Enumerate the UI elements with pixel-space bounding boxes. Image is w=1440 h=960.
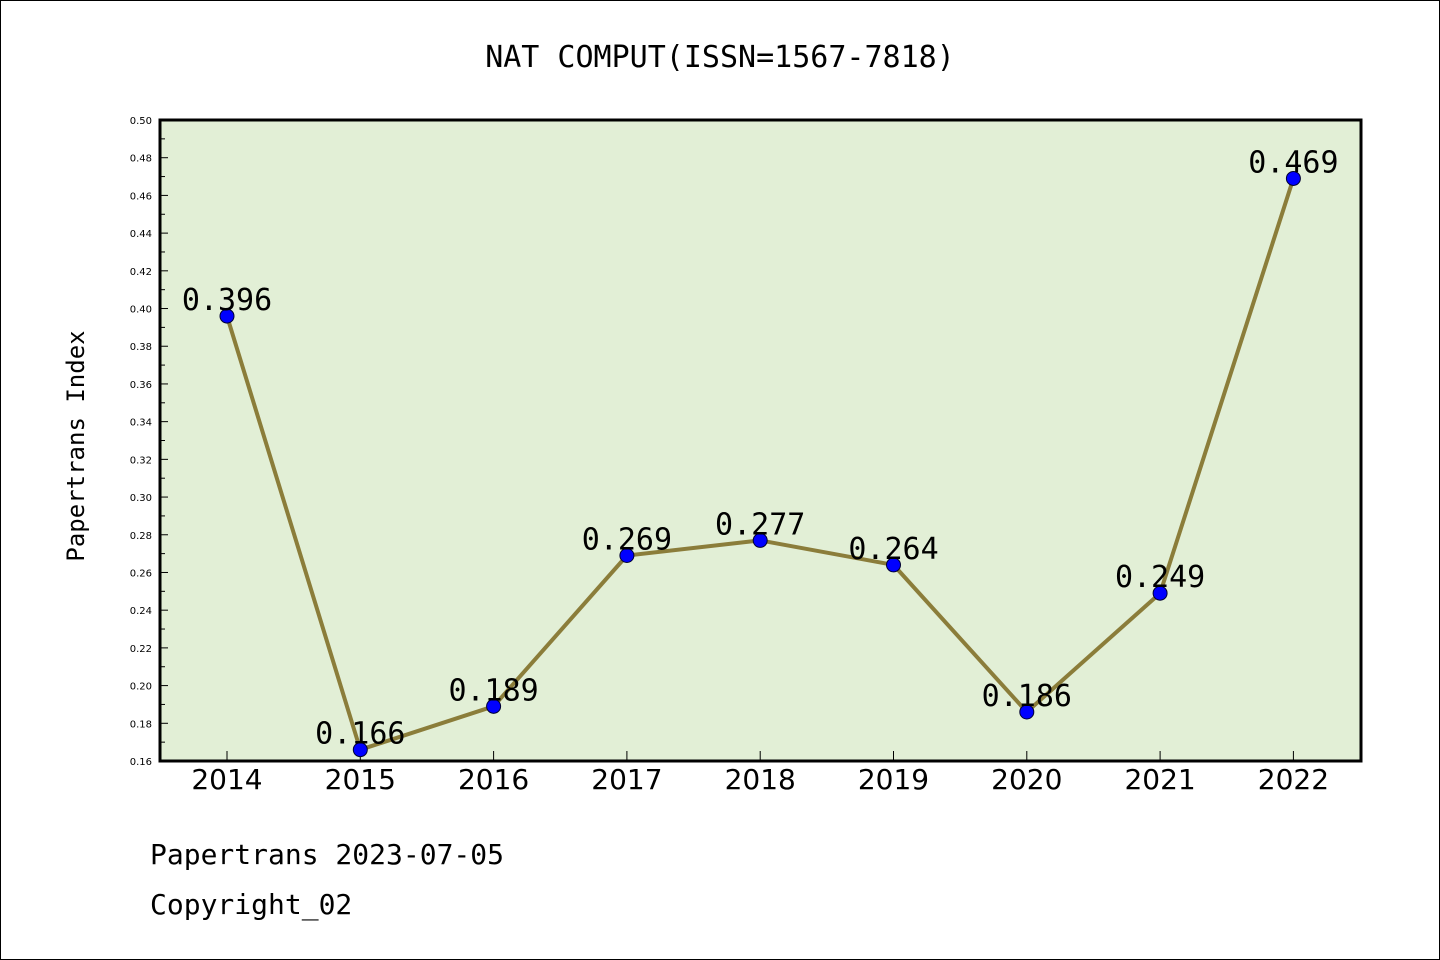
data-point: [1152, 585, 1168, 601]
y-tick-label: 0.24: [130, 606, 152, 617]
y-tick-label: 0.40: [130, 305, 152, 316]
x-tick-label: 2017: [591, 763, 662, 796]
y-tick-label: 0.44: [130, 229, 152, 240]
y-tick-label: 0.28: [130, 531, 152, 542]
footer-copyright: Copyright_02: [150, 888, 352, 922]
y-tick-label: 0.46: [130, 191, 152, 202]
chart-title: NAT COMPUT(ISSN=1567-7818): [485, 40, 955, 75]
x-tick-label: 2014: [191, 763, 262, 796]
data-point: [486, 698, 502, 714]
x-tick-label: 2015: [325, 763, 396, 796]
plot-area: [158, 118, 1363, 763]
data-label: 0.264: [848, 532, 938, 567]
y-tick-label: 0.42: [130, 267, 152, 278]
data-point: [619, 548, 635, 564]
x-tick-label: 2019: [858, 763, 929, 796]
y-tick-label: 0.48: [130, 154, 152, 165]
series-group: 0.396 0.166 0.189 0.269 0.277 0.264 0.186 0.249…: [182, 145, 1339, 758]
data-point: [752, 532, 768, 548]
y-tick-label: 0.20: [130, 682, 152, 693]
y-tick-label: 0.26: [130, 568, 152, 579]
data-point: [886, 557, 901, 573]
data-label: 0.396: [182, 283, 272, 318]
y-axis-label: Papertrans Index: [62, 330, 90, 561]
data-label: 0.249: [1115, 560, 1205, 595]
y-tick-label: 0.32: [130, 455, 152, 466]
y-tick-label: 0.36: [130, 380, 152, 391]
y-tick-label: 0.34: [130, 418, 152, 429]
x-tick-label: 2022: [1258, 763, 1329, 796]
data-label: 0.277: [715, 507, 805, 542]
x-tick-label: 2018: [725, 763, 796, 796]
y-tick-label: 0.30: [130, 493, 152, 504]
data-point: [219, 308, 235, 324]
x-tick-label: 2016: [458, 763, 529, 796]
data-label: 0.469: [1248, 145, 1338, 180]
y-axis: 0.16 0.18 0.20 0.22 0.24 0.26 0.28 0.30 0.32 0.34…: [130, 116, 168, 768]
y-tick-label: 0.18: [130, 719, 152, 730]
x-tick-label: 2021: [1124, 763, 1195, 796]
data-label: 0.186: [982, 679, 1072, 714]
x-tick-label: 2020: [991, 763, 1062, 796]
data-point: [1019, 704, 1035, 720]
y-tick-label: 0.22: [130, 644, 152, 655]
x-axis: 2014 2015 2016 2017 2018 2019 2020 2021 2022: [191, 751, 1329, 796]
footer-date: Papertrans 2023-07-05: [150, 838, 504, 871]
y-tick-label: 0.50: [130, 116, 152, 127]
y-tick-label: 0.16: [130, 757, 152, 768]
data-label: 0.189: [448, 673, 538, 708]
y-tick-label: 0.38: [130, 342, 152, 353]
data-point: [1285, 170, 1301, 186]
data-label: 0.269: [582, 523, 672, 558]
data-label: 0.166: [315, 717, 405, 752]
data-point: [352, 742, 368, 758]
